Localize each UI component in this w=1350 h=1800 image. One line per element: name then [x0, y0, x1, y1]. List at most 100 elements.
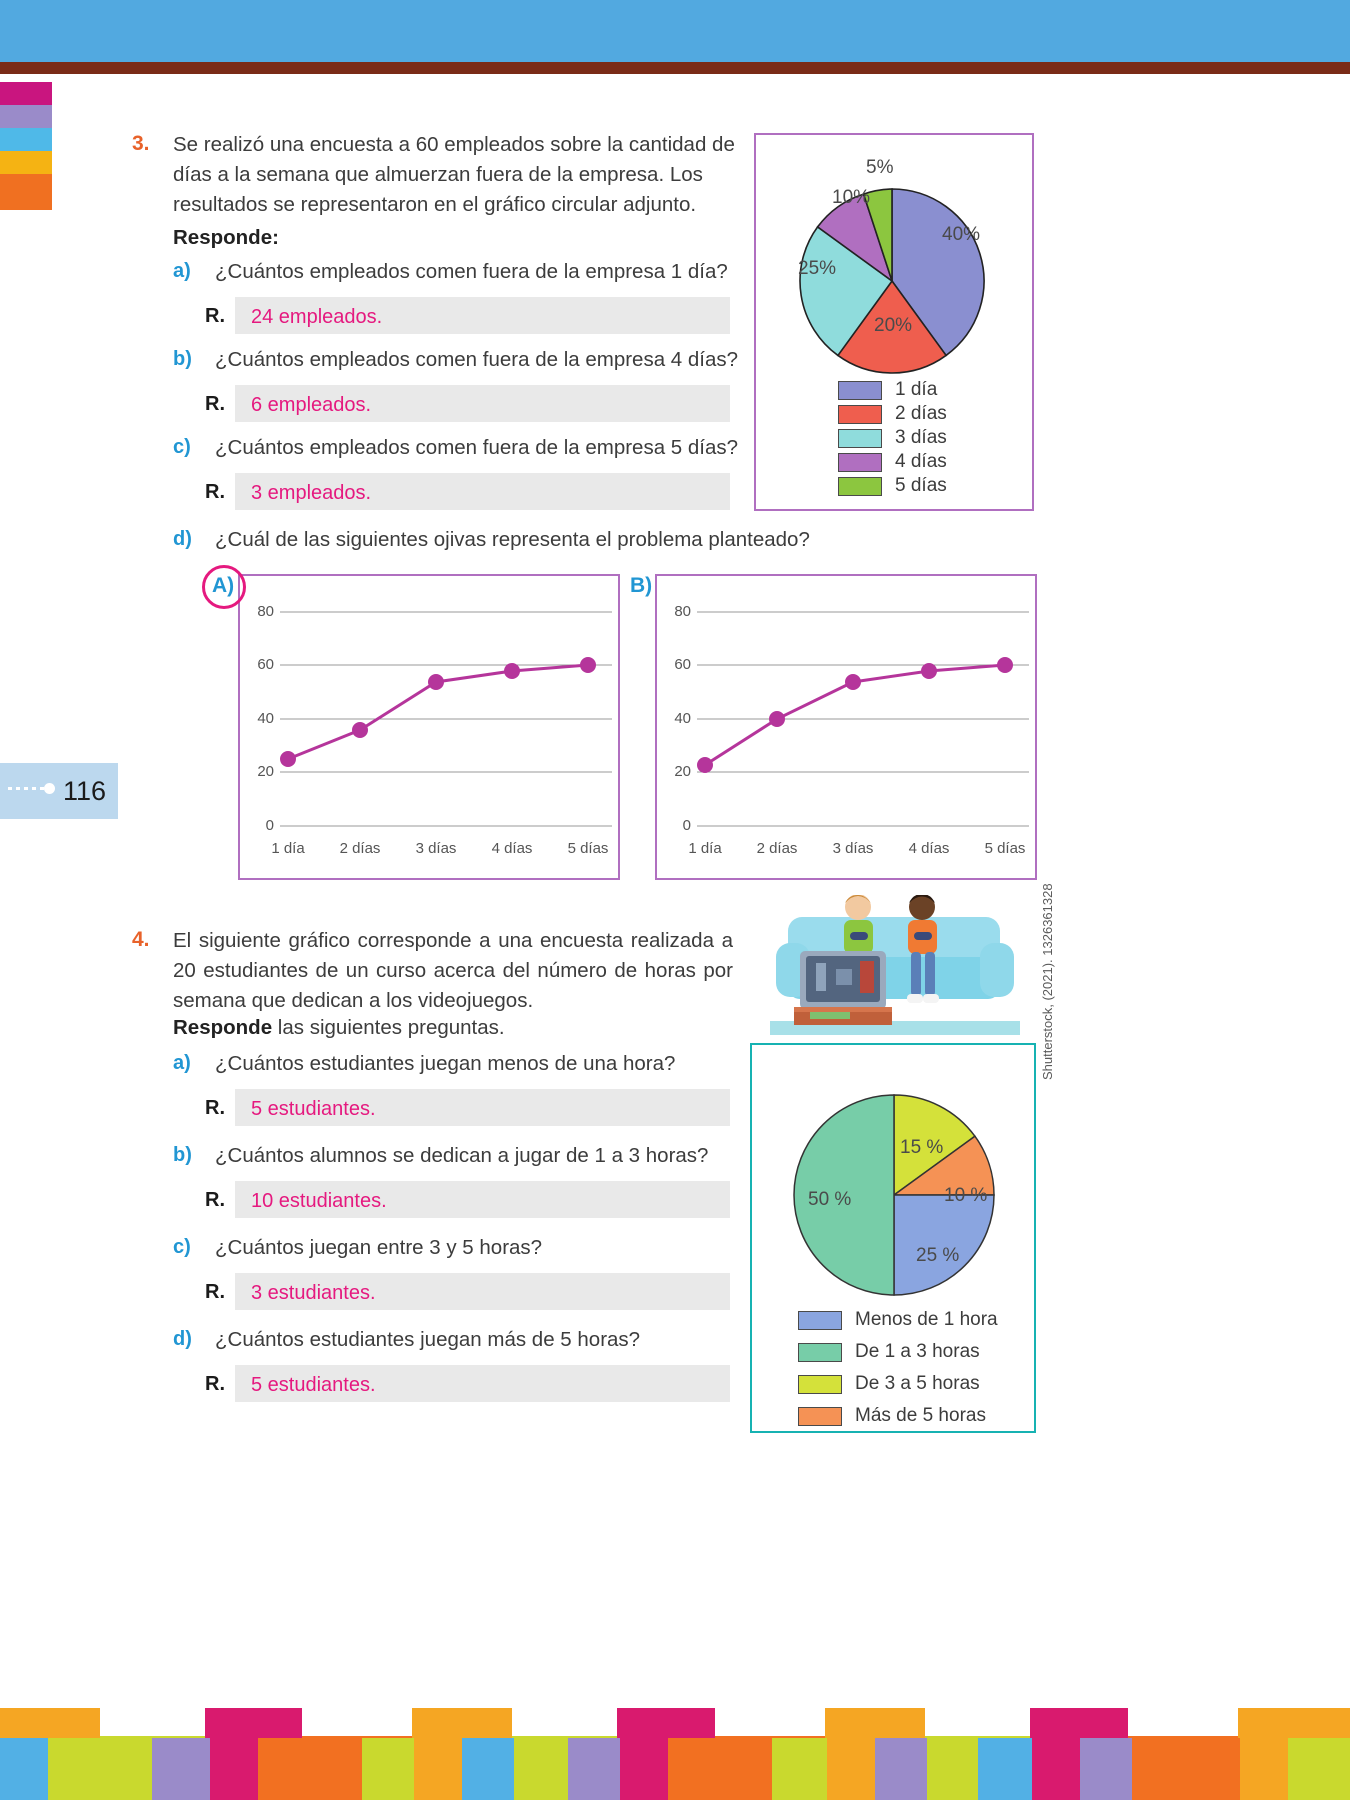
legend-label-2-dias: 2 días	[895, 403, 947, 424]
exercise-3-item-a-answer-field[interactable]	[235, 297, 730, 334]
ojiva-b-ytick-0: 0	[682, 817, 691, 834]
exercise-4-item-c-question: ¿Cuántos juegan entre 3 y 5 horas?	[215, 1236, 543, 1259]
exercise-3-item-b-question: ¿Cuántos empleados comen fuera de la emp…	[215, 348, 739, 371]
image-credit: Shutterstock, (2021). 1326361328	[1040, 883, 1055, 1080]
legend-swatch-1-a-3-horas	[798, 1342, 842, 1362]
exercise-3-item-c-question: ¿Cuántos empleados comen fuera de la emp…	[215, 436, 739, 459]
ojiva-a-panel[interactable]: 80 60 40 20 0 1 día 2 días 3 días 4 días…	[238, 574, 620, 880]
exercise-3-item-b-answer: 6 empleados.	[251, 394, 372, 416]
footer-color-band	[0, 1690, 1350, 1800]
page-number-tab: 116	[0, 763, 118, 819]
exercise-3-number: 3.	[132, 132, 150, 155]
ojiva-b-ytick-80: 80	[674, 603, 691, 620]
color-chip-yellow	[0, 151, 52, 174]
ojiva-a-xlabel-3: 3 días	[415, 840, 457, 857]
exercise-3-item-d-letter: d)	[173, 528, 192, 550]
pie-dias-label-20: 20%	[874, 315, 913, 336]
legend-item-menos-1-hora: Menos de 1 hora	[798, 1309, 998, 1331]
legend-item-5-dias: 5 días	[838, 475, 947, 497]
legend-label-4-dias: 4 días	[895, 451, 947, 472]
legend-label-mas-5-horas: Más de 5 horas	[855, 1405, 986, 1426]
exercise-3-item-a-r-label: R.	[205, 305, 225, 327]
exercise-3-item-a-question: ¿Cuántos empleados comen fuera de la emp…	[215, 260, 728, 283]
exercise-4-item-c-letter: c)	[173, 1236, 191, 1258]
exercise-4-item-a-answer-field[interactable]	[235, 1089, 730, 1126]
exercise-3-item-b-answer-field[interactable]	[235, 385, 730, 422]
exercise-3-item-c-letter: c)	[173, 436, 191, 458]
exercise-3-item-a-letter: a)	[173, 260, 191, 282]
legend-item-1-a-3-horas: De 1 a 3 horas	[798, 1341, 980, 1363]
exercise-4-item-d-letter: d)	[173, 1328, 192, 1350]
exercise-4-responde-bold: Responde	[173, 1016, 273, 1039]
ojiva-b-xlabel-5: 5 días	[984, 840, 1026, 857]
ojiva-b-ytick-40: 40	[674, 710, 691, 727]
legend-swatch-menos-1-hora	[798, 1310, 842, 1330]
pie-chart-dias-panel: 5% 10% 25% 20% 40% 1 día 2 días 3 días 4…	[754, 133, 1034, 511]
legend-item-4-dias: 4 días	[838, 451, 947, 473]
legend-label-3-a-5-horas: De 3 a 5 horas	[855, 1373, 980, 1394]
exercise-4-statement: El siguiente gráfico corresponde a una e…	[173, 929, 733, 1012]
ojiva-a-svg	[280, 611, 612, 827]
exercise-4-item-c-answer: 3 estudiantes.	[251, 1282, 376, 1304]
exercise-3-statement: Se realizó una encuesta a 60 empleados s…	[173, 133, 735, 216]
color-chip-blue	[0, 128, 52, 151]
option-a-selected-circle	[202, 565, 246, 609]
legend-label-3-dias: 3 días	[895, 427, 947, 448]
legend-item-1-dia: 1 día	[838, 379, 937, 401]
ojiva-b-ytick-20: 20	[674, 763, 691, 780]
ojiva-a-ytick-60: 60	[257, 656, 274, 673]
ojiva-a-xlabel-1: 1 día	[271, 840, 305, 857]
exercise-4-item-c-answer-field[interactable]	[235, 1273, 730, 1310]
pie-chart-dias-svg	[799, 188, 985, 374]
ojiva-a-ytick-20: 20	[257, 763, 274, 780]
legend-item-2-dias: 2 días	[838, 403, 947, 425]
exercise-3-item-c-r-label: R.	[205, 481, 225, 503]
exercise-4-item-a-question: ¿Cuántos estudiantes juegan menos de una…	[215, 1052, 676, 1075]
exercise-3-responde: Responde:	[173, 226, 279, 249]
ojiva-a-ytick-40: 40	[257, 710, 274, 727]
legend-swatch-3-dias	[838, 428, 882, 448]
ojiva-a-ytick-80: 80	[257, 603, 274, 620]
color-chip-purple	[0, 105, 52, 128]
exercise-4-responde-rest: las siguientes preguntas.	[272, 1016, 505, 1039]
exercise-4-item-b-answer-field[interactable]	[235, 1181, 730, 1218]
pie-dias-label-10: 10%	[832, 187, 871, 208]
exercise-4-item-a-answer: 5 estudiantes.	[251, 1098, 376, 1120]
pie-dias-label-25: 25%	[798, 258, 837, 279]
legend-swatch-3-a-5-horas	[798, 1374, 842, 1394]
exercise-4-item-b-r-label: R.	[205, 1189, 225, 1211]
exercise-4-item-d-question: ¿Cuántos estudiantes juegan más de 5 hor…	[215, 1328, 641, 1351]
ojiva-b-xlabel-3: 3 días	[832, 840, 874, 857]
exercise-3-item-b-r-label: R.	[205, 393, 225, 415]
ojiva-a-ytick-0: 0	[265, 817, 274, 834]
exercise-4-item-d-answer: 5 estudiantes.	[251, 1374, 376, 1396]
ojiva-a-xlabel-4: 4 días	[491, 840, 533, 857]
pie-chart-videojuegos-svg	[793, 1094, 995, 1296]
pie-videojuegos-label-15: 15 %	[900, 1137, 944, 1158]
gamers-illustration	[770, 894, 1020, 1045]
pie-videojuegos-label-10: 10 %	[944, 1185, 988, 1206]
option-a-letter[interactable]: A)	[212, 574, 235, 597]
legend-label-1-a-3-horas: De 1 a 3 horas	[855, 1341, 980, 1362]
ojiva-a-xlabel-2: 2 días	[339, 840, 381, 857]
ojiva-b-svg	[697, 611, 1029, 827]
pie-dias-label-5: 5%	[866, 157, 894, 178]
exercise-4-item-d-answer-field[interactable]	[235, 1365, 730, 1402]
legend-item-3-dias: 3 días	[838, 427, 947, 449]
legend-label-5-dias: 5 días	[895, 475, 947, 496]
exercise-3-item-d-question: ¿Cuál de las siguientes ojivas represent…	[215, 528, 810, 551]
legend-item-3-a-5-horas: De 3 a 5 horas	[798, 1373, 980, 1395]
page-number-dots	[8, 787, 54, 790]
header-blue-band	[0, 0, 1350, 62]
legend-swatch-1-dia	[838, 380, 882, 400]
legend-label-menos-1-hora: Menos de 1 hora	[855, 1309, 998, 1330]
ojiva-b-panel[interactable]: 80 60 40 20 0 1 día 2 días 3 días 4 días…	[655, 574, 1037, 880]
option-b-letter[interactable]: B)	[630, 574, 653, 597]
legend-label-1-dia: 1 día	[895, 379, 938, 400]
exercise-3-item-c-answer-field[interactable]	[235, 473, 730, 510]
legend-swatch-mas-5-horas	[798, 1406, 842, 1426]
exercise-4-responde: Responde las siguientes preguntas.	[173, 1013, 505, 1043]
exercise-4-item-b-question: ¿Cuántos alumnos se dedican a jugar de 1…	[215, 1144, 709, 1167]
exercise-4-item-b-letter: b)	[173, 1144, 192, 1166]
ojiva-a-xlabel-5: 5 días	[567, 840, 609, 857]
